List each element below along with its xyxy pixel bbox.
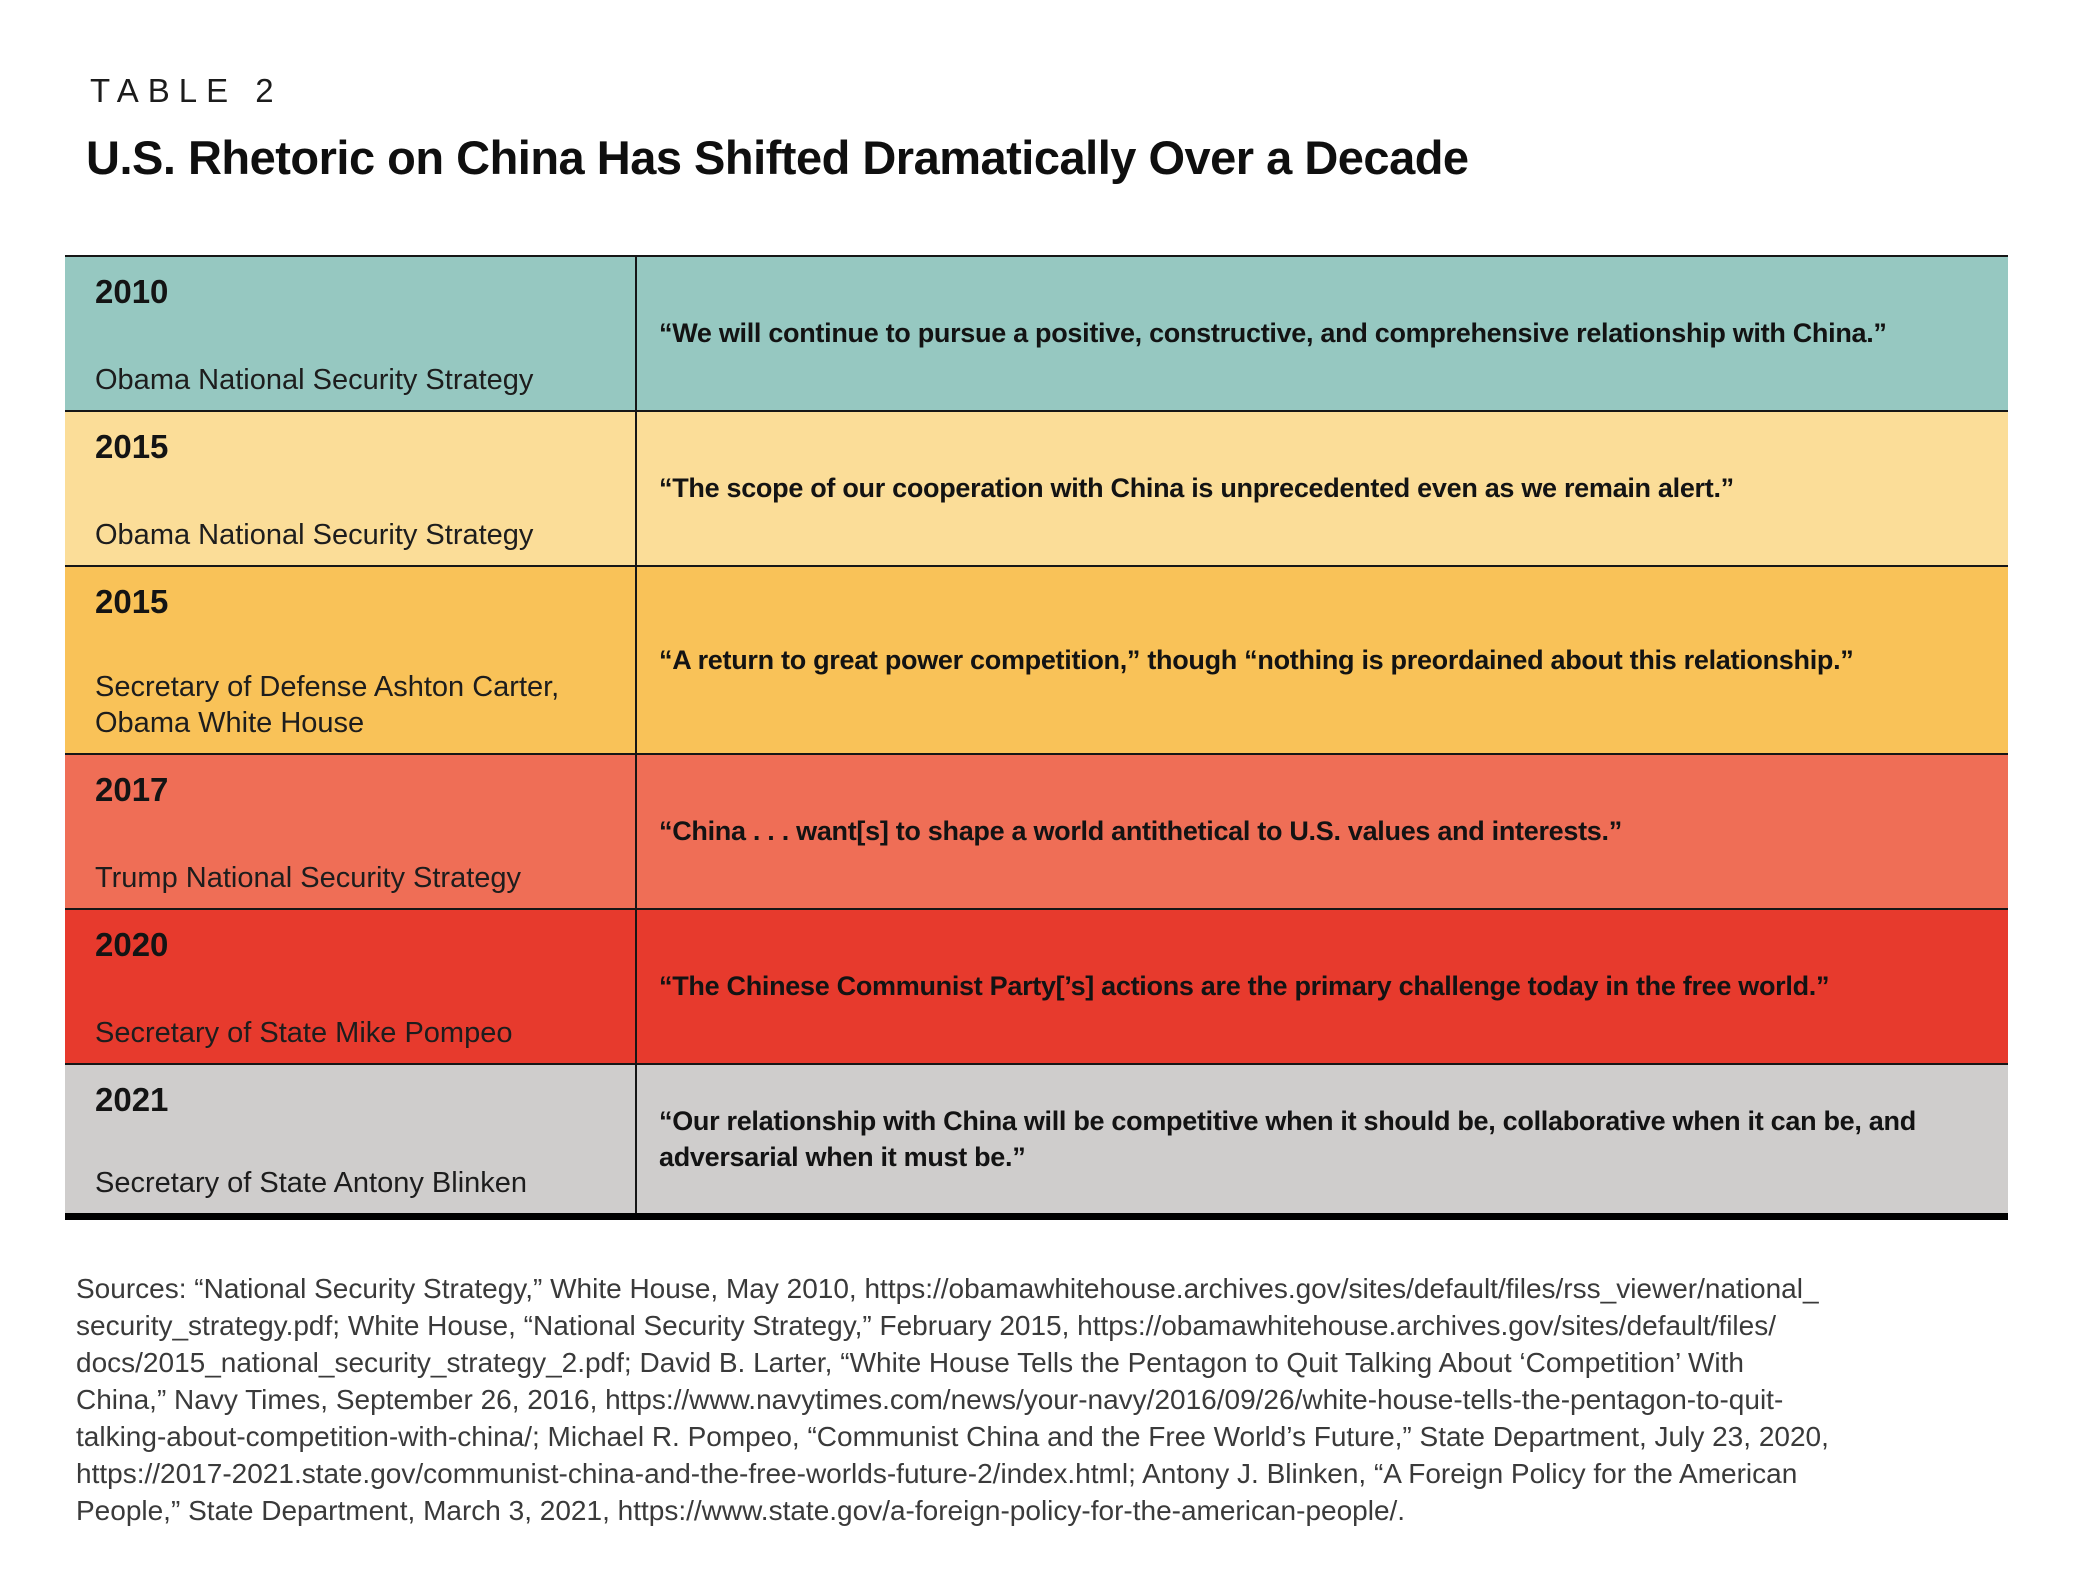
sources-line: docs/2015_national_security_strategy_2.p…: [76, 1347, 1744, 1378]
row-quote-cell: “We will continue to pursue a positive, …: [637, 257, 2008, 410]
row-year: 2021: [95, 1081, 169, 1118]
row-source: Trump National Security Strategy: [95, 861, 522, 894]
rhetoric-table: 2010 Obama National Security Strategy “W…: [65, 255, 2008, 1220]
table-row: 2015 Obama National Security Strategy “T…: [65, 412, 2008, 567]
row-quote-cell: “China . . . want[s] to shape a world an…: [637, 755, 2008, 908]
row-quote: “We will continue to pursue a positive, …: [659, 318, 1887, 349]
row-year: 2020: [95, 926, 169, 963]
sources-line: talking-about-competition-with-china/; M…: [76, 1421, 1829, 1452]
row-quote-cell: “A return to great power competition,” t…: [637, 567, 2008, 753]
row-quote: “A return to great power competition,” t…: [659, 644, 1854, 675]
row-quote: “China . . . want[s] to shape a world an…: [659, 816, 1622, 847]
table-row: 2017 Trump National Security Strategy “C…: [65, 755, 2008, 910]
row-year-source-cell: 2020 Secretary of State Mike Pompeo: [65, 910, 637, 1063]
row-year-source-cell: 2015 Secretary of Defense Ashton Carter,…: [65, 567, 637, 753]
table-row: 2015 Secretary of Defense Ashton Carter,…: [65, 567, 2008, 755]
table-row: 2020 Secretary of State Mike Pompeo “The…: [65, 910, 2008, 1065]
row-quote-cell: “The scope of our cooperation with China…: [637, 412, 2008, 565]
row-year: 2015: [95, 583, 169, 620]
row-year: 2015: [95, 428, 169, 465]
row-year-source-cell: 2015 Obama National Security Strategy: [65, 412, 637, 565]
row-quote: “The Chinese Communist Party[’s] actions…: [659, 971, 1830, 1002]
sources-line: https://2017-2021.state.gov/communist-ch…: [76, 1458, 1798, 1489]
row-source: Obama National Security Strategy: [95, 518, 534, 551]
row-quote-cell: “The Chinese Communist Party[’s] actions…: [637, 910, 2008, 1063]
row-source: Secretary of Defense Ashton Carter, Obam…: [95, 671, 560, 739]
row-year-source-cell: 2021 Secretary of State Antony Blinken: [65, 1065, 637, 1213]
row-quote: “The scope of our cooperation with China…: [659, 473, 1734, 504]
row-year-source-cell: 2010 Obama National Security Strategy: [65, 257, 637, 410]
sources-line: Sources: “National Security Strategy,” W…: [76, 1273, 1819, 1304]
sources-line: security_strategy.pdf; White House, “Nat…: [76, 1310, 1777, 1341]
row-source: Secretary of State Mike Pompeo: [95, 1016, 513, 1049]
table-row: 2010 Obama National Security Strategy “W…: [65, 257, 2008, 412]
row-source: Obama National Security Strategy: [95, 363, 534, 396]
row-year-source-cell: 2017 Trump National Security Strategy: [65, 755, 637, 908]
row-source: Secretary of State Antony Blinken: [95, 1166, 528, 1199]
row-quote: “Our relationship with China will be com…: [659, 1105, 1916, 1172]
row-year: 2010: [95, 273, 169, 310]
page-title: U.S. Rhetoric on China Has Shifted Drama…: [86, 131, 1469, 184]
table-kicker: TABLE 2: [90, 72, 283, 109]
table-row: 2021 Secretary of State Antony Blinken “…: [65, 1065, 2008, 1213]
sources-line: People,” State Department, March 3, 2021…: [76, 1495, 1406, 1526]
sources-note: Sources: “National Security Strategy,” W…: [76, 1270, 1984, 1529]
sources-line: China,” Navy Times, September 26, 2016, …: [76, 1384, 1784, 1415]
row-quote-cell: “Our relationship with China will be com…: [637, 1065, 2008, 1213]
row-year: 2017: [95, 771, 169, 808]
